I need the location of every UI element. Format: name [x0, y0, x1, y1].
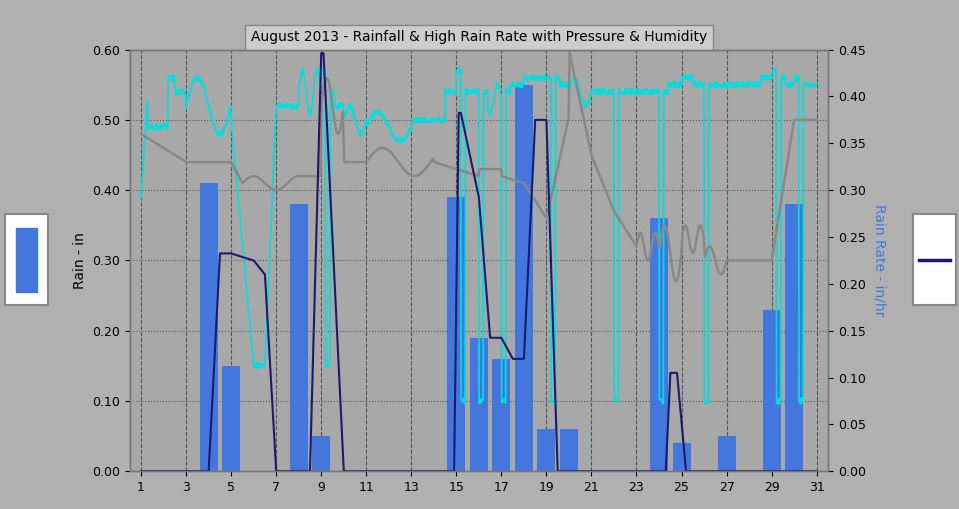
Y-axis label: Rain Rate - in/hr: Rain Rate - in/hr — [873, 204, 886, 317]
Bar — [290, 204, 308, 471]
Bar — [222, 366, 240, 471]
Bar — [560, 429, 578, 471]
Bar — [199, 183, 218, 471]
Bar — [447, 197, 465, 471]
Bar — [515, 84, 533, 471]
Bar — [717, 436, 736, 471]
Bar — [537, 429, 555, 471]
Bar — [762, 309, 781, 471]
Bar — [15, 228, 37, 292]
Bar — [492, 359, 510, 471]
Bar — [313, 436, 330, 471]
Bar — [470, 338, 488, 471]
Bar — [785, 204, 803, 471]
Bar — [650, 218, 668, 471]
Bar — [672, 443, 690, 471]
Y-axis label: Rain - in: Rain - in — [73, 232, 86, 289]
Title: August 2013 - Rainfall & High Rain Rate with Pressure & Humidity: August 2013 - Rainfall & High Rain Rate … — [250, 30, 707, 44]
